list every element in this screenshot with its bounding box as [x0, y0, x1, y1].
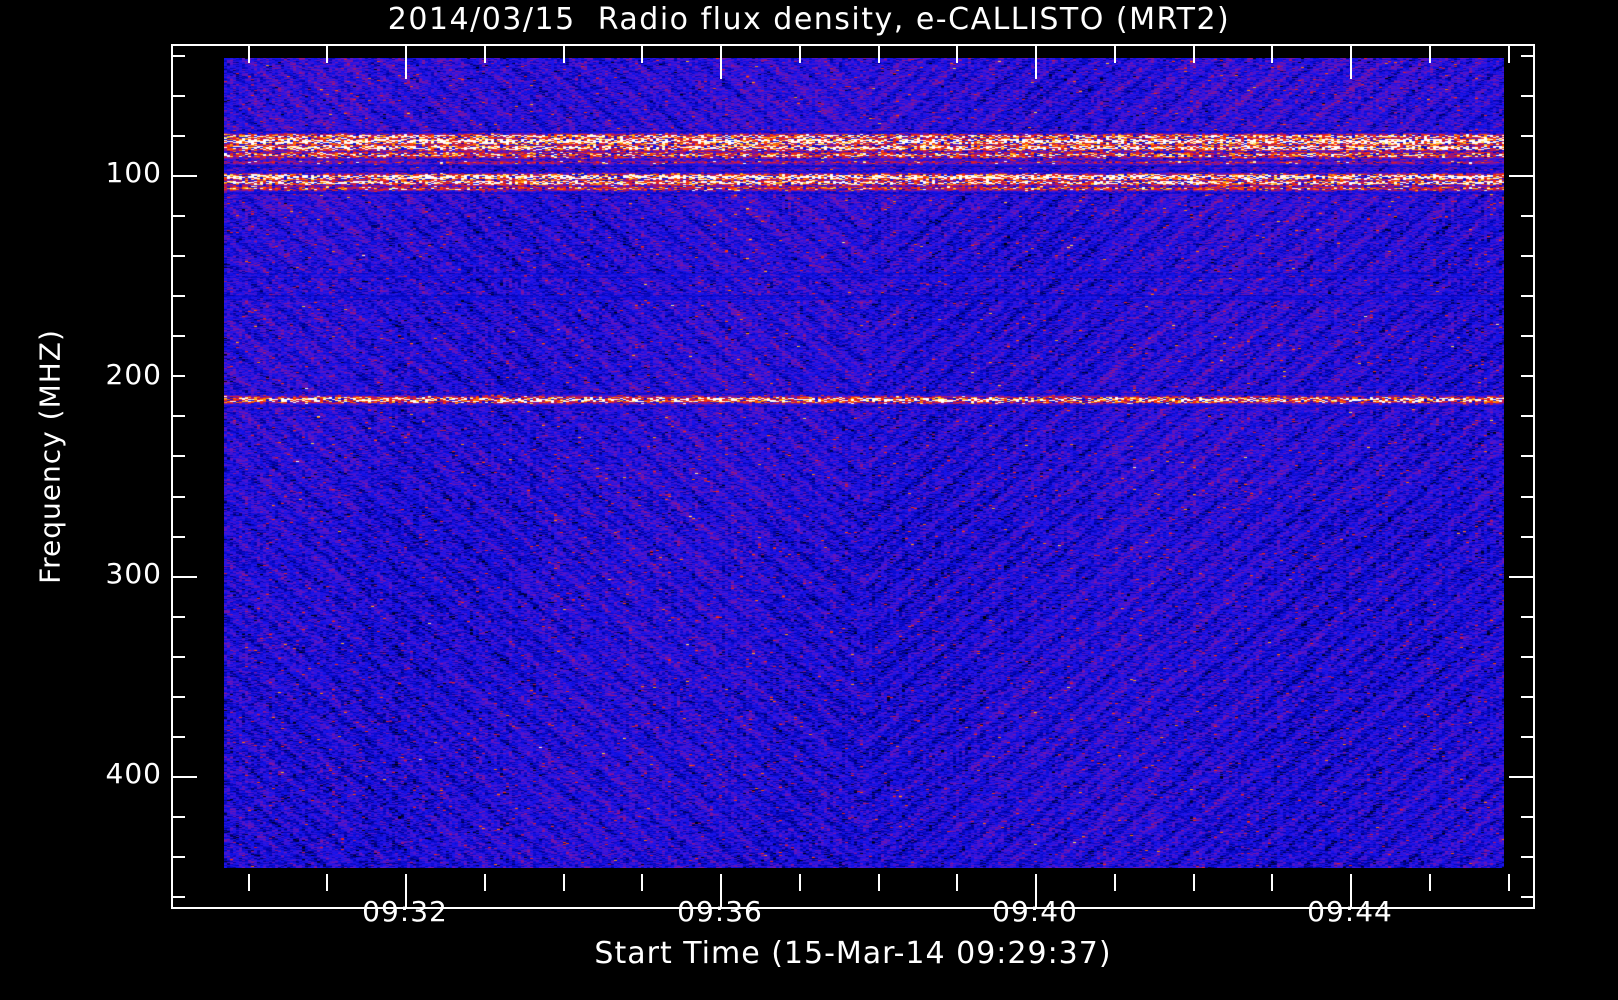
x-axis-minor-tick: [641, 874, 643, 891]
y-axis-right-minor-tick: [1521, 255, 1533, 257]
y-axis-tick-label: 300: [105, 557, 162, 590]
y-axis-right-minor-tick: [1521, 215, 1533, 217]
y-axis-title: Frequency (MHZ): [33, 329, 67, 584]
x-axis-top-minor-tick: [956, 46, 958, 63]
y-axis-minor-tick: [173, 135, 185, 137]
y-axis-minor-tick: [173, 496, 185, 498]
x-axis-major-tick: [1350, 874, 1352, 907]
x-axis-minor-tick: [326, 874, 328, 891]
x-axis-top-minor-tick: [641, 46, 643, 63]
x-axis-top-minor-tick: [1193, 46, 1195, 63]
y-axis-minor-tick: [173, 415, 185, 417]
y-axis-minor-tick: [173, 856, 185, 858]
y-axis-right-major-tick: [1509, 776, 1533, 778]
y-axis-minor-tick: [173, 375, 185, 377]
y-axis-right-minor-tick: [1521, 816, 1533, 818]
y-axis-right-minor-tick: [1521, 616, 1533, 618]
y-axis-minor-tick: [173, 896, 185, 898]
y-axis-right-minor-tick: [1521, 856, 1533, 858]
y-axis-right-minor-tick: [1521, 335, 1533, 337]
x-axis-top-minor-tick: [799, 46, 801, 63]
x-axis-tick-label: 09:44: [1307, 895, 1393, 928]
x-axis-title: Start Time (15-Mar-14 09:29:37): [594, 936, 1112, 971]
x-axis-minor-tick: [799, 874, 801, 891]
y-axis-major-tick: [173, 576, 197, 578]
y-axis-major-tick: [173, 776, 197, 778]
y-axis-right-minor-tick: [1521, 95, 1533, 97]
x-axis-minor-tick: [1271, 874, 1273, 891]
y-axis-minor-tick: [173, 616, 185, 618]
y-axis-minor-tick: [173, 335, 185, 337]
y-axis-tick-label: 200: [105, 358, 162, 391]
y-axis-minor-tick: [173, 95, 185, 97]
y-axis-right-minor-tick: [1521, 696, 1533, 698]
x-axis-top-minor-tick: [248, 46, 250, 63]
x-axis-top-minor-tick: [326, 46, 328, 63]
y-axis-tick-label: 100: [105, 156, 162, 189]
y-axis-right-minor-tick: [1521, 455, 1533, 457]
x-axis-minor-tick: [1114, 874, 1116, 891]
x-axis-minor-tick: [1429, 874, 1431, 891]
x-axis-top-minor-tick: [878, 46, 880, 63]
x-axis-top-minor-tick: [1271, 46, 1273, 63]
spectrogram-image: [224, 58, 1504, 868]
y-axis-minor-tick: [173, 816, 185, 818]
y-axis-right-minor-tick: [1521, 415, 1533, 417]
x-axis-top-minor-tick: [1114, 46, 1116, 63]
x-axis-tick-label: 09:36: [677, 895, 763, 928]
x-axis-minor-tick: [248, 874, 250, 891]
y-axis-right-minor-tick: [1521, 55, 1533, 57]
y-axis-minor-tick: [173, 696, 185, 698]
x-axis-major-tick: [1035, 874, 1037, 907]
y-axis-right-minor-tick: [1521, 375, 1533, 377]
y-axis-minor-tick: [173, 536, 185, 538]
y-axis-right-minor-tick: [1521, 295, 1533, 297]
y-axis-right-minor-tick: [1521, 536, 1533, 538]
x-axis-tick-label: 09:40: [992, 895, 1078, 928]
x-axis-minor-tick: [956, 874, 958, 891]
x-axis-top-major-tick: [1035, 46, 1037, 79]
x-axis-top-minor-tick: [484, 46, 486, 63]
x-axis-top-major-tick: [720, 46, 722, 79]
y-axis-minor-tick: [173, 455, 185, 457]
x-axis-minor-tick: [1193, 874, 1195, 891]
y-axis-right-minor-tick: [1521, 896, 1533, 898]
page-title: 2014/03/15 Radio flux density, e-CALLIST…: [387, 2, 1231, 37]
y-axis-minor-tick: [173, 255, 185, 257]
x-axis-top-major-tick: [405, 46, 407, 79]
x-axis-minor-tick: [484, 874, 486, 891]
x-axis-major-tick: [405, 874, 407, 907]
y-axis-minor-tick: [173, 295, 185, 297]
x-axis-tick-label: 09:32: [362, 895, 448, 928]
y-axis-right-minor-tick: [1521, 736, 1533, 738]
x-axis-top-major-tick: [1350, 46, 1352, 79]
y-axis-minor-tick: [173, 656, 185, 658]
y-axis-right-major-tick: [1509, 175, 1533, 177]
x-axis-top-minor-tick: [1508, 46, 1510, 63]
x-axis-top-minor-tick: [1429, 46, 1431, 63]
y-axis-right-minor-tick: [1521, 496, 1533, 498]
y-axis-right-minor-tick: [1521, 135, 1533, 137]
y-axis-minor-tick: [173, 55, 185, 57]
x-axis-minor-tick: [1508, 874, 1510, 891]
y-axis-right-major-tick: [1509, 576, 1533, 578]
y-axis-tick-label: 400: [105, 757, 162, 790]
x-axis-minor-tick: [878, 874, 880, 891]
x-axis-major-tick: [720, 874, 722, 907]
x-axis-minor-tick: [563, 874, 565, 891]
y-axis-minor-tick: [173, 215, 185, 217]
y-axis-right-minor-tick: [1521, 656, 1533, 658]
y-axis-major-tick: [173, 175, 197, 177]
y-axis-minor-tick: [173, 736, 185, 738]
x-axis-top-minor-tick: [563, 46, 565, 63]
